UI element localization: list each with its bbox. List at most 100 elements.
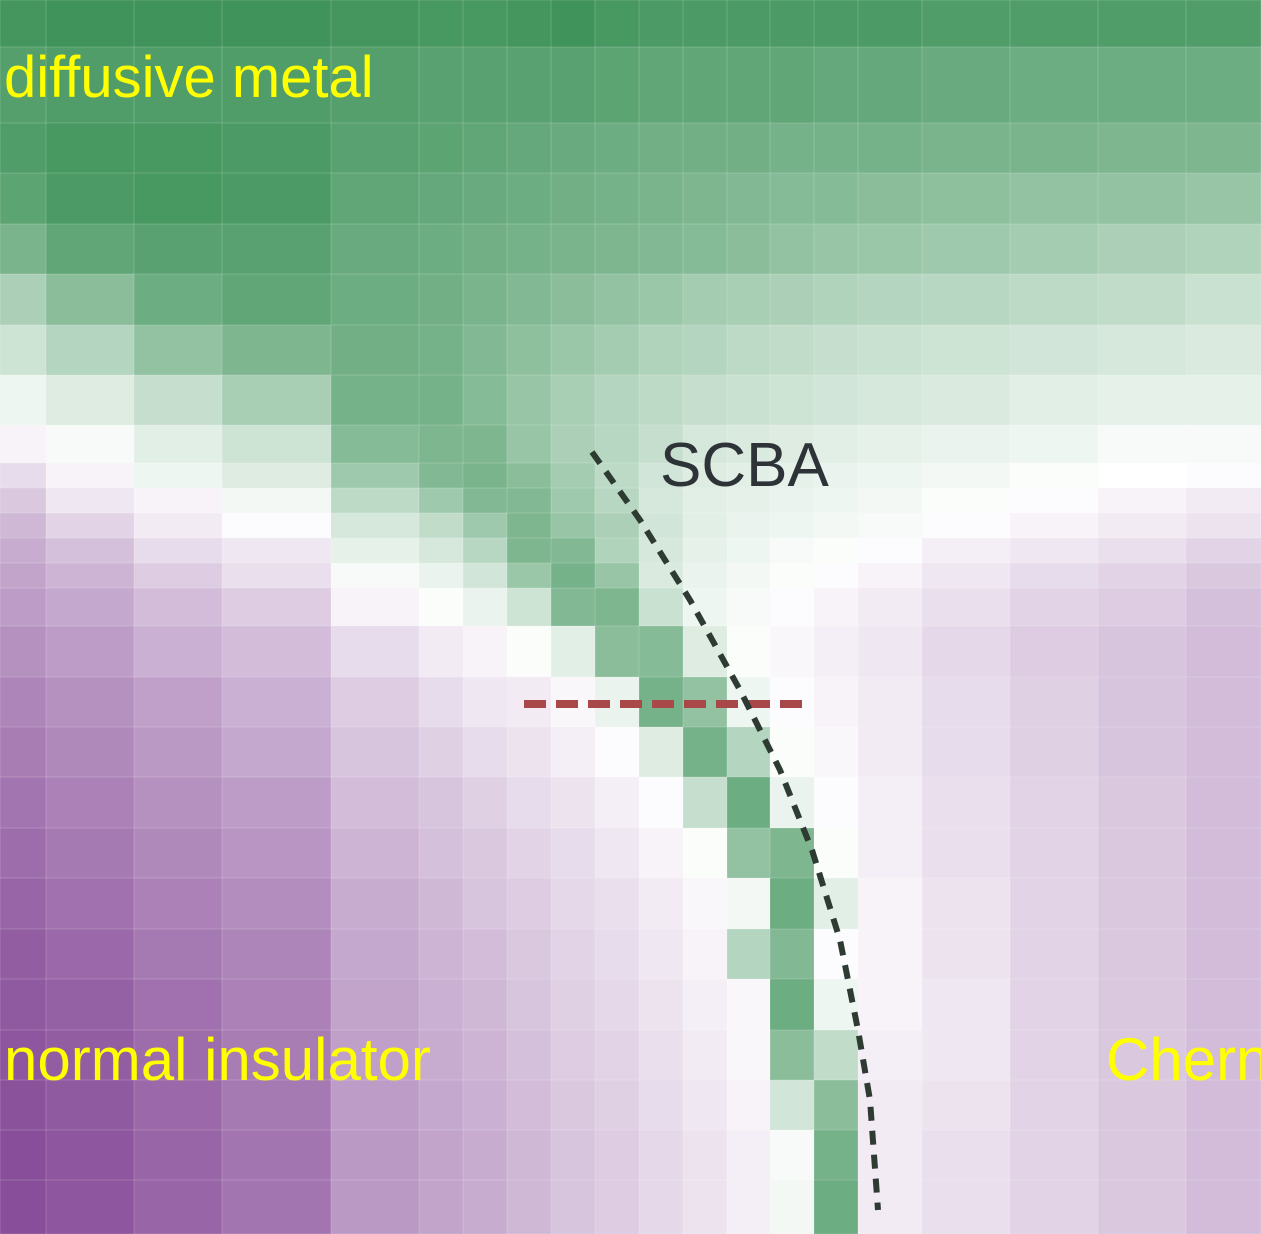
heatmap-cell (507, 538, 552, 564)
heatmap-cell (595, 1130, 640, 1181)
heatmap-cell (134, 777, 223, 829)
heatmap-cell (595, 425, 640, 464)
heatmap-cell (683, 425, 728, 464)
heatmap-cell (683, 375, 728, 426)
heatmap-cell (683, 828, 728, 879)
heatmap-cell (727, 375, 771, 426)
heatmap-cell (814, 425, 859, 464)
heatmap-cell (331, 538, 420, 564)
heatmap-cell (922, 1180, 1011, 1234)
heatmap-cell (551, 979, 596, 1031)
heatmap-cell (0, 727, 47, 778)
heatmap-cell (727, 588, 771, 627)
heatmap-cell (0, 47, 47, 124)
heatmap-cell (922, 224, 1011, 275)
heatmap-cell (419, 1080, 464, 1131)
heatmap-cell (331, 1030, 420, 1081)
heatmap-cell (639, 878, 684, 930)
heatmap-cell (0, 488, 47, 514)
heatmap-cell (46, 929, 135, 980)
heatmap-cell (0, 878, 47, 930)
heatmap-cell (683, 488, 728, 514)
heatmap-cell (551, 626, 596, 678)
heatmap-cell (595, 173, 640, 225)
heatmap-cell (507, 828, 552, 879)
heatmap-cell (551, 47, 596, 124)
heatmap-cell (858, 463, 923, 489)
heatmap-cell (1098, 224, 1187, 275)
heatmap-cell (134, 47, 223, 124)
heatmap-cell (922, 979, 1011, 1031)
heatmap-cell (0, 173, 47, 225)
heatmap-cell (551, 588, 596, 627)
heatmap-cell (1098, 828, 1187, 879)
heatmap-cell (683, 563, 728, 589)
heatmap-cell (419, 513, 464, 539)
heatmap-cell (1098, 488, 1187, 514)
heatmap-cell (1098, 878, 1187, 930)
heatmap-cell (463, 929, 508, 980)
heatmap-cell (0, 463, 47, 489)
heatmap-cell (595, 47, 640, 124)
heatmap-cell (331, 463, 420, 489)
heatmap-cell (858, 123, 923, 174)
heatmap-cell (683, 224, 728, 275)
heatmap-cell (1186, 274, 1261, 326)
heatmap-cell (814, 173, 859, 225)
heatmap-cell (683, 1080, 728, 1131)
heatmap-cell (507, 325, 552, 376)
heatmap-cell (1098, 563, 1187, 589)
heatmap-cell (134, 1130, 223, 1181)
label-scba: SCBA (660, 431, 829, 500)
heatmap-cell (770, 325, 815, 376)
heatmap-cell (595, 274, 640, 326)
heatmap-cell (1186, 375, 1261, 426)
heatmap-cell (1098, 777, 1187, 829)
heatmap-cell (858, 325, 923, 376)
heatmap-cell (463, 979, 508, 1031)
heatmap-cell (814, 677, 859, 728)
heatmap-cell (770, 1180, 815, 1234)
heatmap-cell (419, 123, 464, 174)
heatmap-cell (331, 0, 420, 48)
heatmap-cell (134, 588, 223, 627)
heatmap-cell (551, 1130, 596, 1181)
heatmap-cell (134, 488, 223, 514)
heatmap-cell (922, 538, 1011, 564)
heatmap-cell (463, 0, 508, 48)
heatmap-cell (507, 727, 552, 778)
heatmap-cell (814, 588, 859, 627)
heatmap-cell (858, 626, 923, 678)
heatmap-cell (858, 677, 923, 728)
heatmap-cell (727, 47, 771, 124)
heatmap-cell (858, 0, 923, 48)
heatmap-cell (922, 173, 1011, 225)
heatmap-cell (858, 1130, 923, 1181)
label-chern: Chern (1106, 1026, 1261, 1093)
heatmap-cell (222, 123, 332, 174)
heatmap-cell (1010, 375, 1099, 426)
heatmap-cell (727, 425, 771, 464)
heatmap-cell (134, 1080, 223, 1131)
heatmap-cell (1186, 727, 1261, 778)
heatmap-cell (595, 538, 640, 564)
heatmap-cell (922, 463, 1011, 489)
heatmap-cell (419, 0, 464, 48)
heatmap-cell (419, 375, 464, 426)
heatmap-cell (922, 513, 1011, 539)
heatmap-cell (814, 979, 859, 1031)
heatmap-cell (551, 425, 596, 464)
heatmap-cell (463, 878, 508, 930)
heatmap-cell (727, 1180, 771, 1234)
heatmap-cell (814, 1030, 859, 1081)
heatmap-cell (814, 1080, 859, 1131)
heatmap-cell (0, 425, 47, 464)
heatmap-cell (858, 777, 923, 829)
heatmap-cell (770, 513, 815, 539)
heatmap-cell (814, 626, 859, 678)
heatmap-cell (1186, 463, 1261, 489)
heatmap-cell (727, 1130, 771, 1181)
heatmap-cell (770, 538, 815, 564)
heatmap-cell (134, 878, 223, 930)
heatmap-cell (1010, 325, 1099, 376)
